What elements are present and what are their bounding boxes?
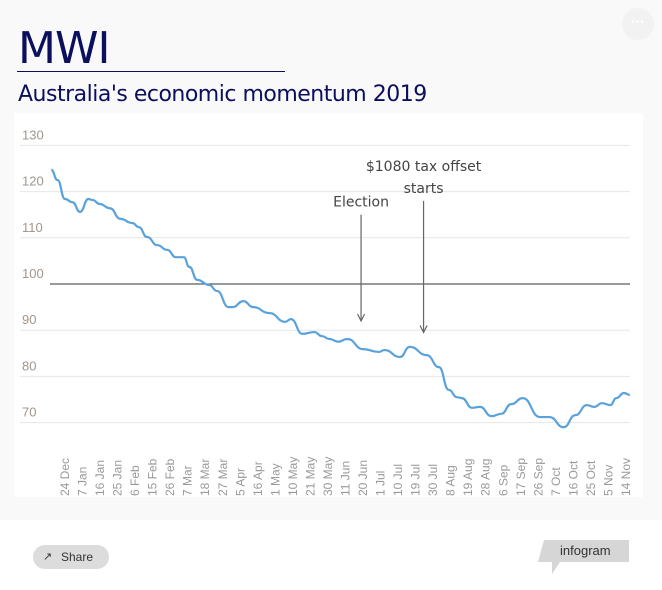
x-tick-label: 16 Apr	[251, 461, 265, 496]
x-tick-label: 7 Mar	[181, 465, 195, 496]
y-tick-label: 90	[22, 312, 36, 327]
x-tick-label: 25 Jan	[111, 460, 125, 496]
line-chart: 130 120 110 100 90 80 70 24 Dec 7 Jan 16 Jan 25 J…	[14, 113, 643, 497]
x-tick-label: 24 Dec	[58, 458, 72, 496]
x-tick-label: 5 Apr	[233, 468, 247, 496]
x-tick-label: 7 Jan	[76, 467, 90, 496]
x-tick-label: 27 Mar	[216, 459, 230, 496]
annotation-label: Election	[333, 195, 389, 211]
ellipsis-icon[interactable]: •••	[622, 8, 654, 40]
annotation-arrow-head	[357, 313, 366, 323]
annotation-arrow-head	[419, 325, 428, 334]
x-tick-label: 25 Oct	[584, 460, 598, 496]
y-tick-label: 100	[22, 266, 44, 281]
x-tick-label: 14 Nov	[619, 458, 633, 496]
x-tick-label: 6 Sep	[496, 464, 510, 496]
x-tick-label: 30 Jul	[426, 464, 440, 496]
x-tick-label: 5 Nov	[601, 465, 615, 496]
x-tick-label: 10 Jul	[391, 464, 405, 496]
x-tick-label: 26 Sep	[531, 458, 545, 496]
x-tick-label: 6 Feb	[128, 465, 142, 496]
x-tick-label: 15 Feb	[146, 458, 160, 496]
x-tick-label: 1 May	[268, 463, 282, 496]
annotation-label: $1080 tax offset	[366, 159, 482, 175]
share-button[interactable]: ↗ Share	[33, 545, 109, 569]
chart-subtitle: Australia's economic momentum 2019	[18, 82, 427, 107]
x-tick-label: 16 Jan	[93, 460, 107, 496]
x-tick-label: 11 Jun	[338, 461, 352, 496]
y-tick-label: 130	[22, 127, 44, 142]
x-tick-label: 16 Oct	[566, 460, 580, 496]
x-tick-label: 21 May	[303, 457, 317, 496]
chart-panel	[14, 113, 643, 497]
y-tick-label: 110	[22, 220, 43, 235]
share-icon: ↗	[43, 551, 53, 563]
x-tick-label: 18 Mar	[198, 459, 212, 496]
share-label: Share	[61, 550, 94, 564]
x-tick-label: 7 Oct	[549, 467, 563, 496]
logo-shape	[538, 540, 629, 574]
x-tick-label: 17 Sep	[514, 458, 528, 496]
x-tick-label: 26 Feb	[163, 458, 177, 496]
x-tick-label: 30 May	[321, 457, 335, 496]
annotation-label: starts	[404, 181, 444, 197]
y-tick-label: 80	[22, 358, 36, 373]
x-tick-label: 19 Aug	[461, 459, 475, 496]
x-tick-label: 20 Jun	[356, 460, 370, 496]
brand-label: infogram	[560, 543, 611, 558]
x-tick-label: 8 Aug	[444, 465, 458, 496]
page-title: MWI	[18, 23, 110, 74]
x-tick-label: 19 Jul	[409, 464, 423, 496]
title-underline	[17, 71, 285, 72]
x-tick-label: 28 Aug	[479, 459, 493, 496]
y-tick-label: 120	[22, 174, 44, 189]
x-tick-label: 10 May	[286, 457, 300, 496]
x-tick-label: 1 Jul	[374, 471, 388, 496]
y-tick-label: 70	[22, 405, 36, 420]
infogram-logo[interactable]: infogram	[538, 540, 629, 574]
